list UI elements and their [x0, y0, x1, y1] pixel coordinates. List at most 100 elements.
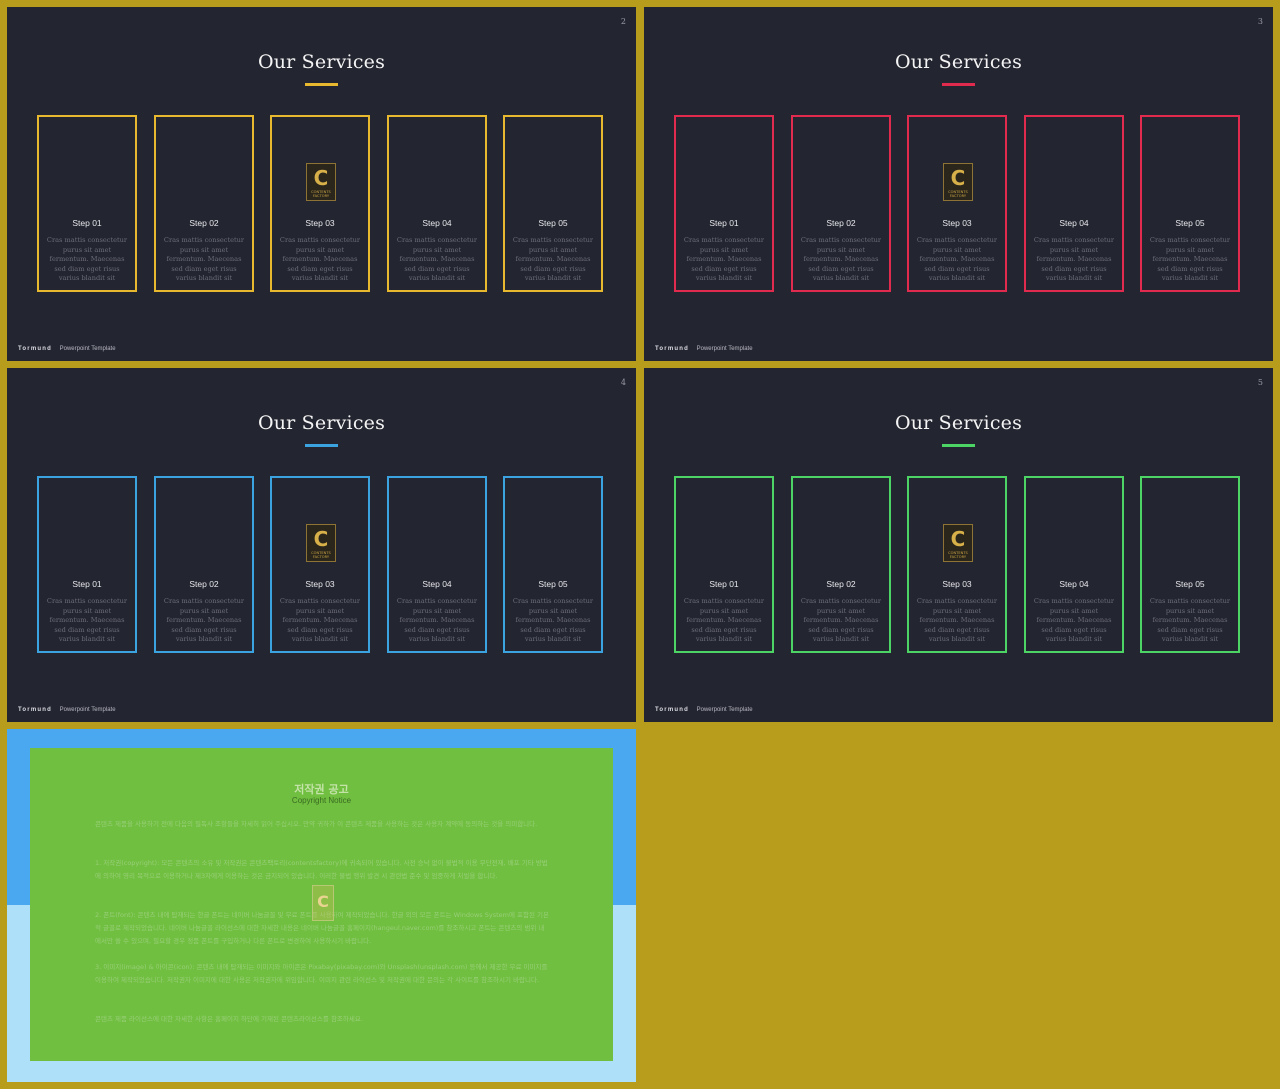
slide-footer: Tormund Powerpoint Template — [18, 707, 116, 713]
step-card: Step 04 Cras mattis consectetur purus si… — [387, 115, 487, 292]
step-card: Step 04 Cras mattis consectetur purus si… — [1024, 476, 1124, 653]
contents-logo-icon: C — [312, 885, 334, 921]
step-description: Cras mattis consectetur purus sit amet f… — [1149, 236, 1231, 283]
step-description: Cras mattis consectetur purus sit amet f… — [1033, 597, 1115, 644]
footer-brand: Tormund — [655, 346, 689, 352]
contents-logo-icon: C CONTENTS FACTORY — [943, 524, 973, 562]
copyright-heading: 저작권 공고 — [294, 783, 349, 796]
step-label: Step 04 — [422, 579, 452, 589]
copyright-subheading: Copyright Notice — [291, 796, 352, 805]
page-number: 4 — [620, 378, 626, 387]
step-label: Step 01 — [72, 579, 102, 589]
copyright-paragraph: 3. 이미지(image) & 아이콘(icon): 콘텐츠 내에 탑재되는 이… — [95, 963, 548, 984]
title-underline — [942, 444, 975, 447]
step-label: Step 04 — [422, 218, 452, 228]
step-description: Cras mattis consectetur purus sit amet f… — [1033, 236, 1115, 283]
step-label: Step 01 — [72, 218, 102, 228]
step-description: Cras mattis consectetur purus sit amet f… — [800, 597, 882, 644]
copyright-panel: 저작권 공고 Copyright Notice 콘텐츠 제품을 사용하기 전에 … — [30, 748, 613, 1061]
logo-caption: CONTENTS FACTORY — [311, 190, 331, 198]
step-label: Step 04 — [1059, 579, 1089, 589]
step-card: C CONTENTS FACTORY Step 03 Cras mattis c… — [270, 476, 370, 653]
slide-2[interactable]: 2 Our Services Step 01 Cras mattis conse… — [7, 7, 636, 361]
logo-glyph: C — [313, 166, 329, 190]
footer-text: Powerpoint Template — [696, 346, 753, 352]
step-label: Step 03 — [305, 218, 335, 228]
title-underline — [305, 83, 338, 86]
step-card: Step 01 Cras mattis consectetur purus si… — [674, 476, 774, 653]
footer-brand: Tormund — [18, 346, 52, 352]
step-label: Step 01 — [709, 218, 739, 228]
title-underline — [942, 83, 975, 86]
step-card: C CONTENTS FACTORY Step 03 Cras mattis c… — [907, 115, 1007, 292]
step-description: Cras mattis consectetur purus sit amet f… — [512, 597, 594, 644]
footer-brand: Tormund — [655, 707, 689, 713]
step-card: Step 02 Cras mattis consectetur purus si… — [154, 115, 254, 292]
contents-logo-icon: C CONTENTS FACTORY — [306, 163, 336, 201]
step-card: C CONTENTS FACTORY Step 03 Cras mattis c… — [270, 115, 370, 292]
step-description: Cras mattis consectetur purus sit amet f… — [396, 597, 478, 644]
step-card: Step 01 Cras mattis consectetur purus si… — [37, 115, 137, 292]
step-description: Cras mattis consectetur purus sit amet f… — [46, 597, 128, 644]
step-label: Step 05 — [1175, 218, 1205, 228]
step-label: Step 03 — [305, 579, 335, 589]
step-description: Cras mattis consectetur purus sit amet f… — [163, 597, 245, 644]
step-card: Step 05 Cras mattis consectetur purus si… — [1140, 115, 1240, 292]
slide-footer: Tormund Powerpoint Template — [655, 707, 753, 713]
slide-title: Our Services — [257, 51, 386, 73]
copyright-paragraph: 2. 폰트(font): 콘텐츠 내에 탑재되는 한글 폰트는 네이버 나눔글꼴… — [95, 911, 550, 945]
logo-glyph: C — [313, 527, 329, 551]
logo-caption: CONTENTS FACTORY — [948, 190, 968, 198]
step-label: Step 05 — [538, 218, 568, 228]
title-underline — [305, 444, 338, 447]
step-card: Step 02 Cras mattis consectetur purus si… — [791, 476, 891, 653]
logo-caption: CONTENTS FACTORY — [311, 551, 331, 559]
step-description: Cras mattis consectetur purus sit amet f… — [800, 236, 882, 283]
step-card: Step 02 Cras mattis consectetur purus si… — [154, 476, 254, 653]
step-label: Step 02 — [189, 579, 219, 589]
step-card: Step 02 Cras mattis consectetur purus si… — [791, 115, 891, 292]
step-card: Step 01 Cras mattis consectetur purus si… — [674, 115, 774, 292]
slide-4[interactable]: 4 Our Services Step 01 Cras mattis conse… — [7, 368, 636, 722]
slide-title: Our Services — [894, 412, 1023, 434]
step-description: Cras mattis consectetur purus sit amet f… — [396, 236, 478, 283]
copyright-paragraph: 1. 저작권(copyright): 모든 콘텐츠의 소유 및 저작권은 콘텐츠… — [95, 859, 548, 880]
logo-glyph: C — [950, 166, 966, 190]
slide-3[interactable]: 3 Our Services Step 01 Cras mattis conse… — [644, 7, 1273, 361]
slide-footer: Tormund Powerpoint Template — [655, 346, 753, 352]
step-card: Step 05 Cras mattis consectetur purus si… — [503, 476, 603, 653]
step-label: Step 01 — [709, 579, 739, 589]
step-description: Cras mattis consectetur purus sit amet f… — [1149, 597, 1231, 644]
slide-title: Our Services — [257, 412, 386, 434]
step-label: Step 02 — [826, 218, 856, 228]
step-description: Cras mattis consectetur purus sit amet f… — [279, 597, 361, 644]
step-label: Step 04 — [1059, 218, 1089, 228]
step-description: Cras mattis consectetur purus sit amet f… — [46, 236, 128, 283]
slide-5[interactable]: 5 Our Services Step 01 Cras mattis conse… — [644, 368, 1273, 722]
step-card: C CONTENTS FACTORY Step 03 Cras mattis c… — [907, 476, 1007, 653]
step-label: Step 02 — [189, 218, 219, 228]
page-number: 3 — [1257, 17, 1263, 26]
logo-glyph: C — [317, 892, 329, 911]
step-description: Cras mattis consectetur purus sit amet f… — [279, 236, 361, 283]
step-description: Cras mattis consectetur purus sit amet f… — [512, 236, 594, 283]
step-description: Cras mattis consectetur purus sit amet f… — [163, 236, 245, 283]
step-label: Step 02 — [826, 579, 856, 589]
copyright-paragraph: 콘텐츠 제품 라이선스에 대한 자세한 사항은 홈페이지 하단에 기재된 콘텐츠… — [95, 1015, 363, 1023]
contents-logo-icon: C CONTENTS FACTORY — [306, 524, 336, 562]
step-card: Step 05 Cras mattis consectetur purus si… — [1140, 476, 1240, 653]
step-label: Step 03 — [942, 218, 972, 228]
step-card: Step 05 Cras mattis consectetur purus si… — [503, 115, 603, 292]
step-description: Cras mattis consectetur purus sit amet f… — [916, 236, 998, 283]
step-label: Step 05 — [538, 579, 568, 589]
step-card: Step 04 Cras mattis consectetur purus si… — [1024, 115, 1124, 292]
footer-text: Powerpoint Template — [696, 707, 753, 713]
contents-logo-icon: C CONTENTS FACTORY — [943, 163, 973, 201]
step-description: Cras mattis consectetur purus sit amet f… — [683, 597, 765, 644]
step-description: Cras mattis consectetur purus sit amet f… — [916, 597, 998, 644]
step-card: Step 04 Cras mattis consectetur purus si… — [387, 476, 487, 653]
logo-glyph: C — [950, 527, 966, 551]
copyright-paragraph: 콘텐츠 제품을 사용하기 전에 다음의 필독사 조항들을 자세히 읽어 주십시오… — [95, 820, 538, 828]
copyright-slide[interactable]: 저작권 공고 Copyright Notice 콘텐츠 제품을 사용하기 전에 … — [7, 729, 636, 1082]
page-number: 5 — [1257, 378, 1263, 387]
